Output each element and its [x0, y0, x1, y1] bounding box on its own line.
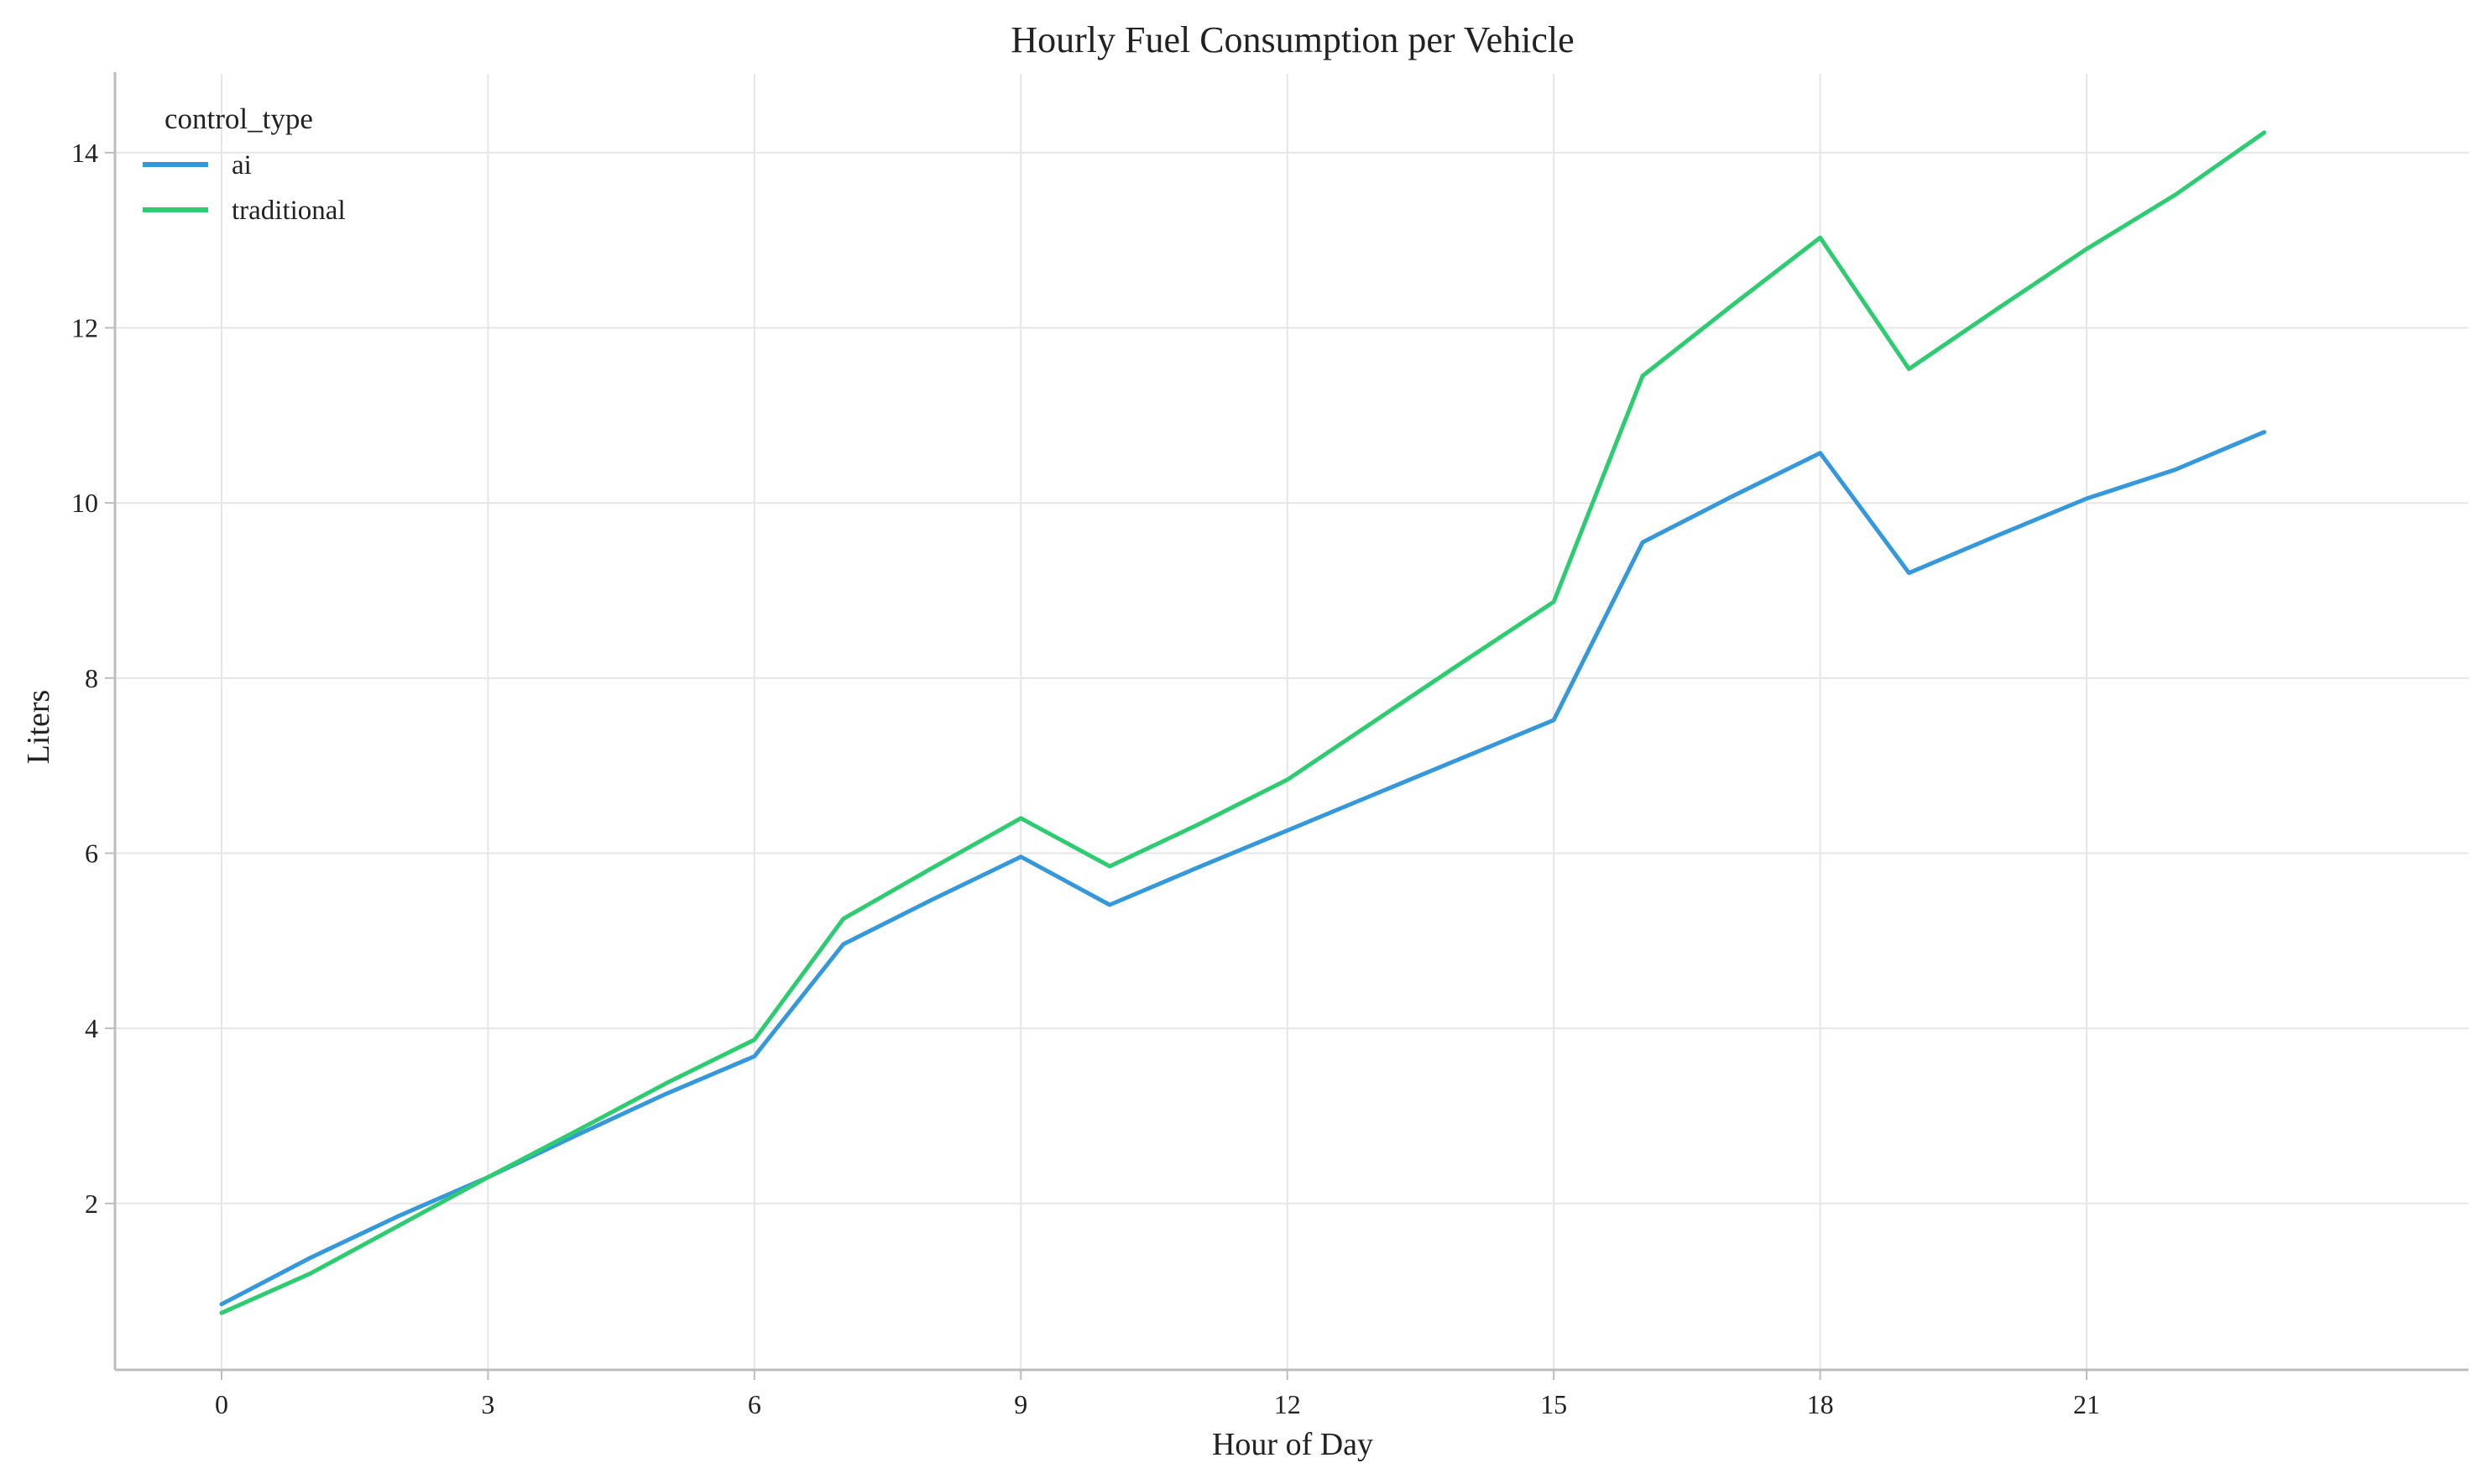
y-tick-label: 10	[71, 488, 98, 518]
x-tick-label: 12	[1274, 1389, 1301, 1419]
x-tick-label: 6	[748, 1389, 761, 1419]
series-line-ai	[219, 430, 2267, 1307]
y-tick-label: 6	[85, 838, 98, 868]
y-tick-label: 2	[85, 1189, 98, 1219]
legend-label-ai: ai	[232, 150, 252, 180]
chart-title: Hourly Fuel Consumption per Vehicle	[1011, 19, 1574, 60]
x-tick-label: 9	[1014, 1389, 1027, 1419]
y-tick-label: 14	[71, 138, 98, 168]
y-tick-label: 4	[85, 1013, 98, 1043]
x-tick-label: 21	[2073, 1389, 2100, 1419]
x-tick-label: 18	[1807, 1389, 1834, 1419]
series-lines	[219, 130, 2267, 1315]
y-tick-label: 8	[85, 663, 98, 693]
x-tick-label: 15	[1540, 1389, 1567, 1419]
x-tick-label: 0	[215, 1389, 228, 1419]
y-tick-label: 12	[71, 313, 98, 343]
y-axis-label: Liters	[21, 690, 56, 765]
axes	[105, 72, 2468, 1380]
grid-lines	[115, 74, 2468, 1370]
x-axis-label: Hour of Day	[1212, 1427, 1373, 1462]
legend: control_type ai traditional	[143, 102, 346, 226]
legend-label-traditional: traditional	[232, 196, 346, 226]
series-line-traditional	[219, 130, 2267, 1315]
x-tick-label: 3	[481, 1389, 494, 1419]
legend-title: control_type	[165, 102, 313, 135]
